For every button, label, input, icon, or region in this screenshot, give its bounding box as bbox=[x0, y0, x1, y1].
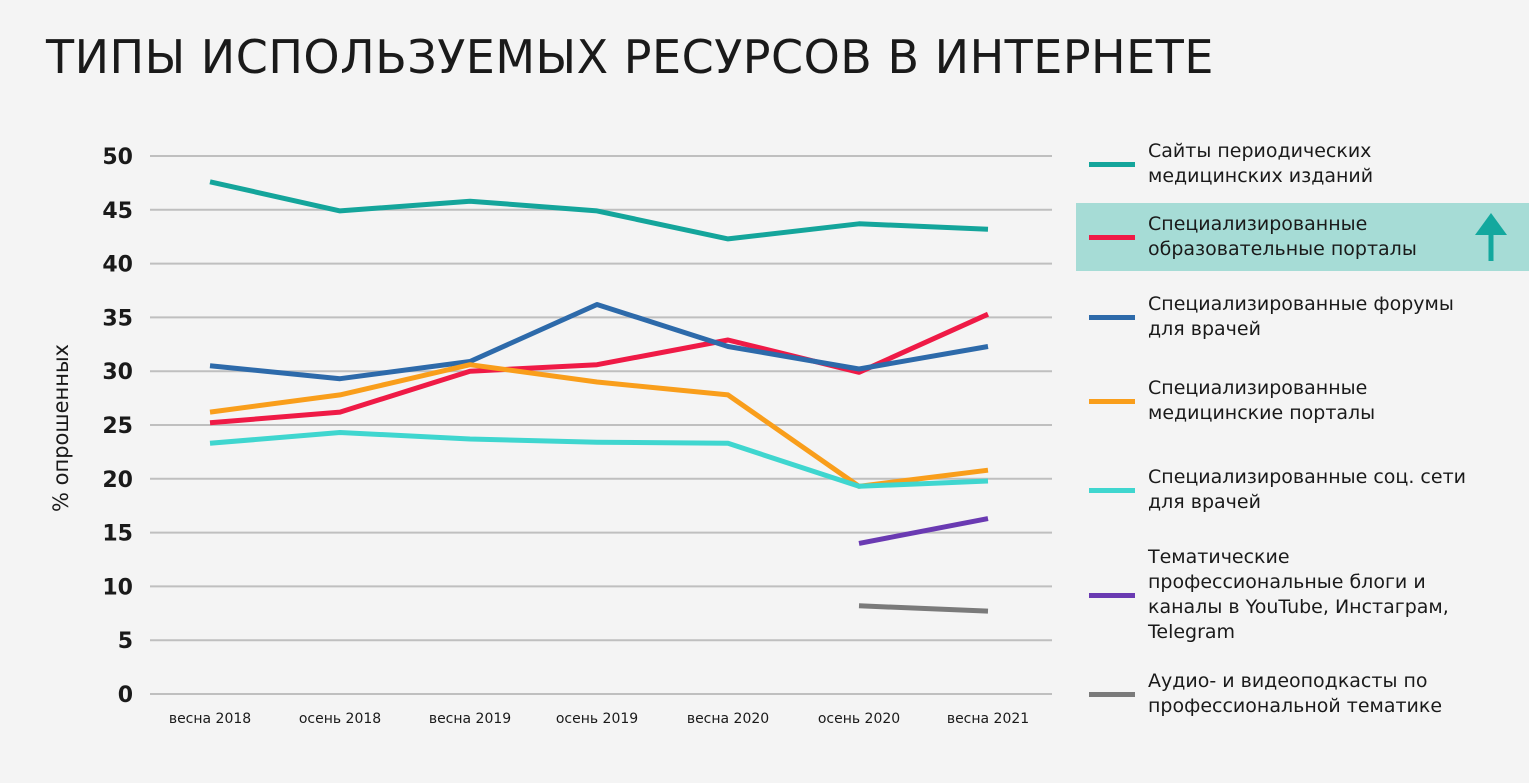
series-line-4 bbox=[209, 430, 989, 489]
y-tick-label: 45 bbox=[102, 199, 133, 224]
x-tick-label: осень 2020 bbox=[818, 711, 900, 727]
legend-swatch bbox=[1089, 398, 1135, 404]
legend-swatch bbox=[1089, 314, 1135, 320]
y-tick-label: 15 bbox=[102, 522, 133, 547]
legend-swatch bbox=[1089, 487, 1135, 493]
y-tick-label: 50 bbox=[102, 145, 133, 170]
y-tick-label: 35 bbox=[102, 306, 133, 331]
legend-item-social-networks: Специализированные соц. сети для врачей bbox=[1076, 464, 1529, 516]
legend-item-podcasts: Аудио- и видеоподкасты по профессиональн… bbox=[1076, 668, 1529, 720]
series-line-0 bbox=[209, 179, 989, 242]
y-tick-label: 25 bbox=[102, 414, 133, 439]
series-lines bbox=[209, 179, 990, 614]
chart-title: ТИПЫ ИСПОЛЬЗУЕМЫХ РЕСУРСОВ В ИНТЕРНЕТЕ bbox=[46, 30, 1214, 84]
legend-label: Аудио- и видеоподкасты по профессиональн… bbox=[1148, 670, 1443, 717]
series-line-6 bbox=[858, 603, 989, 614]
x-tick-label: весна 2020 bbox=[687, 711, 769, 727]
legend-label: Специализированные соц. сети для врачей bbox=[1148, 466, 1466, 513]
legend-label: Тематические профессиональные блоги и ка… bbox=[1148, 546, 1449, 643]
y-tick-label: 10 bbox=[102, 575, 133, 600]
x-tick-label: весна 2019 bbox=[429, 711, 511, 727]
x-tick-label: весна 2021 bbox=[947, 711, 1029, 727]
legend-label: Специализированные медицинские порталы bbox=[1148, 377, 1376, 424]
y-tick-label: 30 bbox=[102, 360, 133, 385]
legend-label: Специализированные образовательные порта… bbox=[1148, 213, 1417, 260]
y-axis-ticks: 0 5 10 15 20 25 30 35 40 45 50 bbox=[102, 145, 133, 708]
legend-label: Специализированные форумы для врачей bbox=[1148, 293, 1454, 340]
x-tick-label: осень 2019 bbox=[556, 711, 638, 727]
legend-swatch bbox=[1089, 592, 1135, 598]
x-tick-label: осень 2018 bbox=[299, 711, 381, 727]
y-tick-label: 5 bbox=[118, 629, 133, 654]
y-tick-label: 0 bbox=[118, 683, 133, 708]
y-tick-label: 40 bbox=[102, 253, 133, 278]
series-line-2 bbox=[209, 302, 989, 382]
series-line-1 bbox=[209, 311, 990, 426]
legend-swatch bbox=[1089, 161, 1135, 167]
legend-item-periodicals: Сайты периодических медицинских изданий bbox=[1076, 138, 1529, 190]
gridlines bbox=[150, 155, 1052, 695]
x-tick-label: весна 2018 bbox=[169, 711, 251, 727]
legend-swatch bbox=[1089, 234, 1135, 240]
legend-item-educational-portals: Специализированные образовательные порта… bbox=[1076, 203, 1529, 271]
legend-item-blogs: Тематические профессиональные блоги и ка… bbox=[1076, 543, 1529, 647]
legend-item-forums: Специализированные форумы для врачей bbox=[1076, 291, 1529, 343]
legend-label: Сайты периодических медицинских изданий bbox=[1148, 140, 1374, 187]
legend-item-medical-portals: Специализированные медицинские порталы bbox=[1076, 375, 1529, 427]
y-tick-label: 20 bbox=[102, 468, 133, 493]
up-arrow-icon bbox=[1475, 213, 1507, 261]
series-line-5 bbox=[858, 516, 989, 546]
legend-swatch bbox=[1089, 691, 1135, 697]
x-axis-ticks: весна 2018 осень 2018 весна 2019 осень 2019… bbox=[169, 711, 1029, 727]
